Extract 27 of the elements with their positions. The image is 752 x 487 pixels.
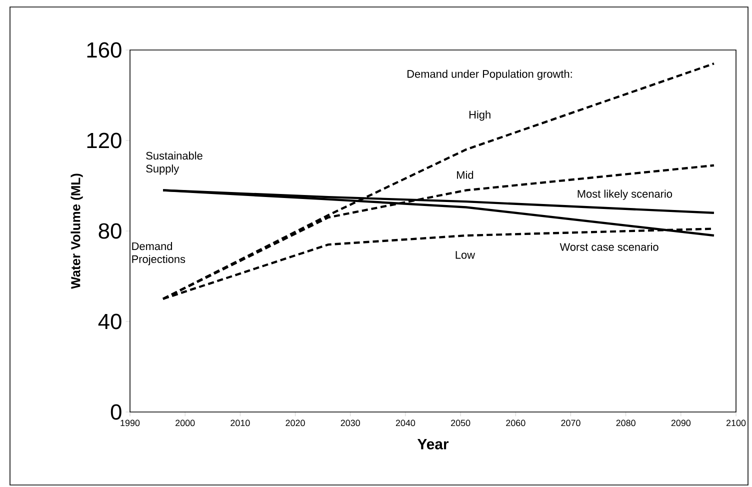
y-tick-label: 80 [98, 223, 122, 239]
y-tick-label: 0 [110, 404, 122, 420]
x-tick-label: 2090 [671, 420, 691, 426]
x-tick-label: 2020 [286, 420, 305, 426]
annotation: Most likely scenario [578, 190, 672, 200]
annotation: Low [456, 251, 476, 259]
x-tick-label: 2100 [726, 420, 746, 426]
x-tick-label: 2030 [340, 420, 360, 426]
x-axis-title: Year [417, 438, 449, 450]
x-tick-label: 2070 [561, 420, 580, 426]
x-tick-label: 2040 [396, 420, 416, 426]
y-axis-title: Water Volume (ML) [70, 174, 83, 289]
y-tick-label: 160 [87, 42, 122, 58]
y-tick-label: 120 [87, 132, 122, 148]
annotation: Mid [457, 170, 474, 179]
y-tick-label: 40 [98, 314, 122, 330]
annotation: Worst case scenario [560, 242, 658, 251]
x-tick-label: 2060 [506, 420, 526, 426]
x-tick-label: 1990 [120, 420, 140, 426]
annotation: Demand under Population growth: [407, 70, 572, 80]
annotation: High [469, 110, 490, 121]
annotation: Sustainable Supply [146, 152, 202, 175]
x-tick-label: 2080 [616, 420, 636, 426]
annotation: Demand Projections [132, 242, 186, 266]
x-tick-label: 2010 [230, 420, 250, 426]
x-tick-label: 2000 [176, 420, 195, 426]
x-tick-label: 2050 [451, 420, 470, 426]
